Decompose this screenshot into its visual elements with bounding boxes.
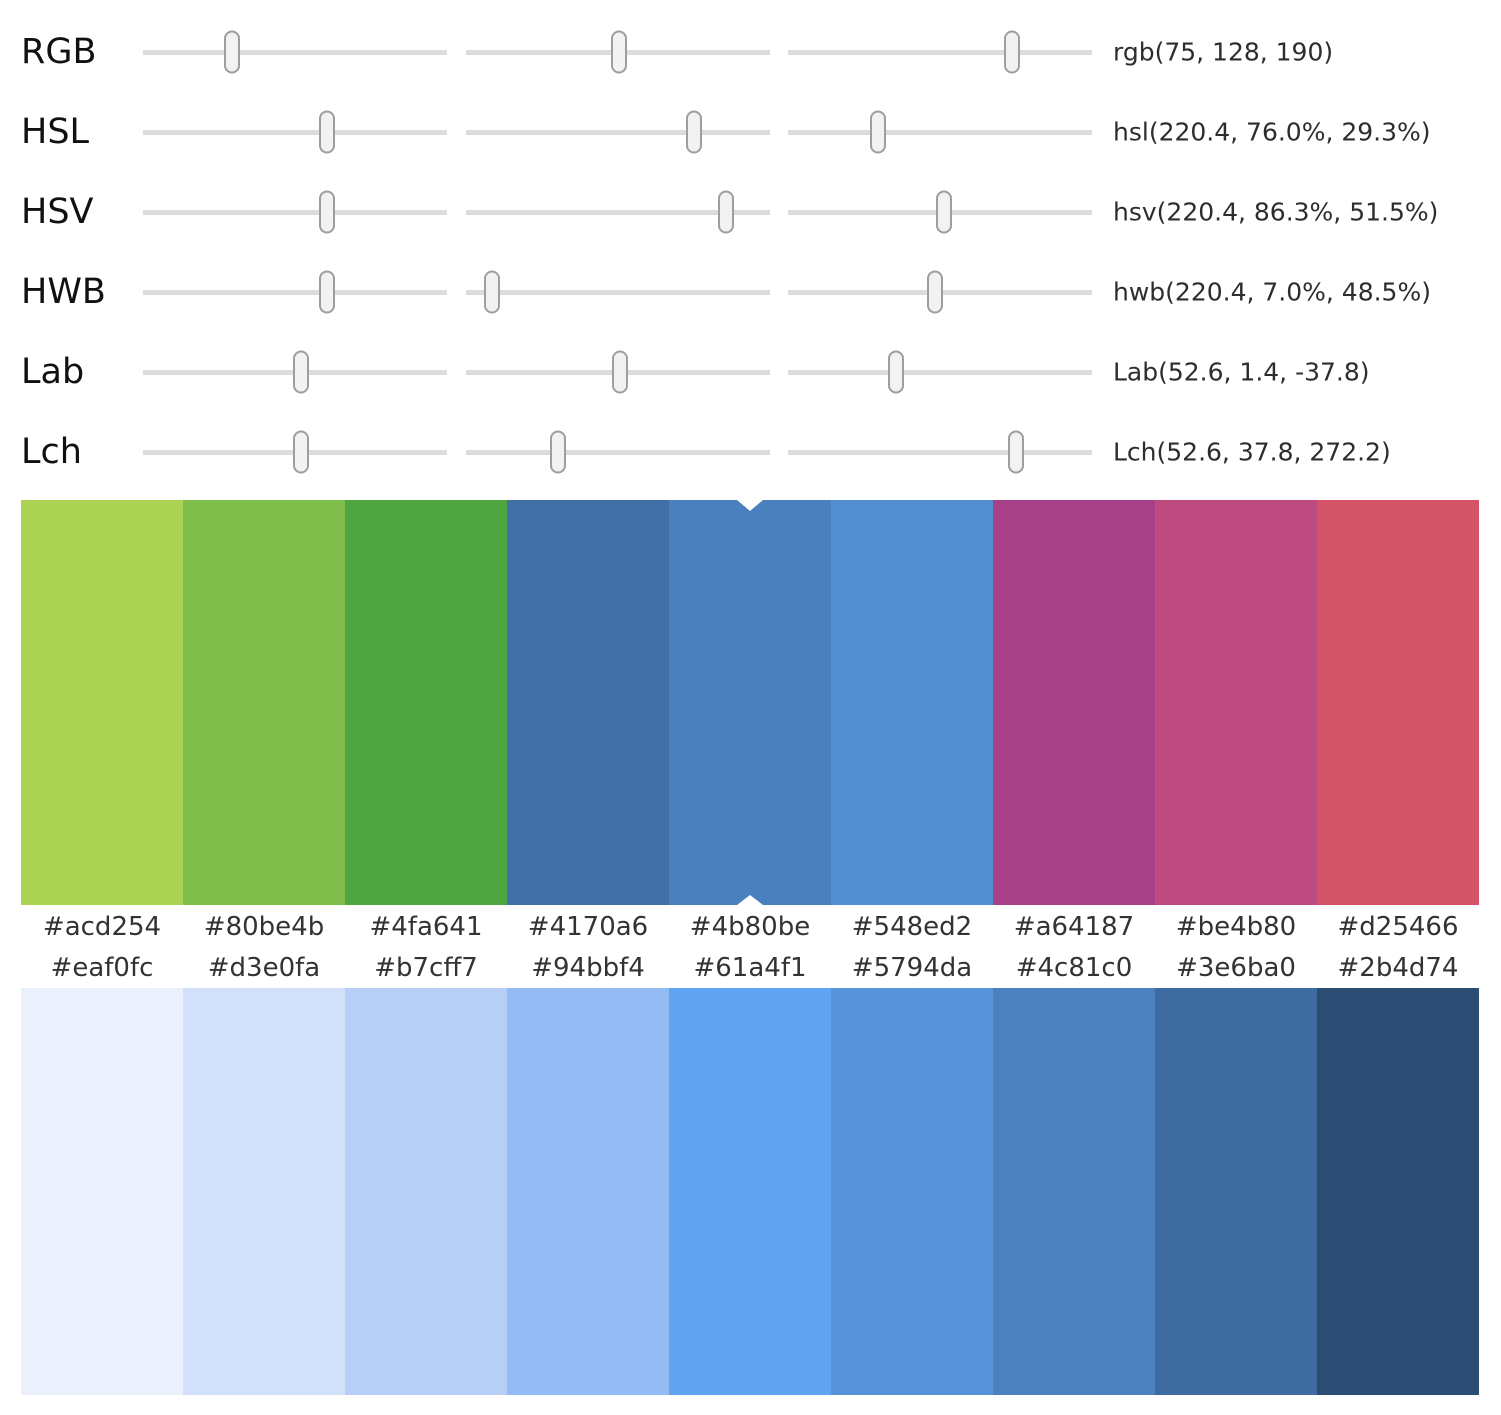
top-hex-label-2: #4fa641 xyxy=(369,911,483,942)
hwb-slider-track-3[interactable] xyxy=(788,270,1092,314)
rgb-slider-handle-2[interactable] xyxy=(610,30,627,74)
lab-slider-track-1[interactable] xyxy=(143,350,447,394)
bottom-hex-label-5: #5794da xyxy=(851,953,973,983)
hwb-slider-track-1[interactable] xyxy=(143,270,447,314)
hwb-slider-handle-3[interactable] xyxy=(927,270,944,314)
top-palette-hex-labels: #acd254 #80be4b #4fa641 #4170a6 #4b80be #548e… xyxy=(21,905,1479,948)
top-hex-label-5: #548ed2 xyxy=(851,911,973,942)
slider-row-lch: Lch Lch(52.6, 37.8, 272.2) xyxy=(0,412,1501,492)
lab-slider-track-3[interactable] xyxy=(788,350,1092,394)
rgb-slider-handle-1[interactable] xyxy=(224,30,241,74)
slider-row-hwb: HWB hwb(220.4, 7.0%, 48.5%) xyxy=(0,252,1501,332)
hsl-slider-track-2[interactable] xyxy=(466,110,770,154)
slider-row-value-hsv: hsv(220.4, 86.3%, 51.5%) xyxy=(1113,197,1439,227)
slider-row-label-hwb: HWB xyxy=(21,272,106,312)
hsl-slider-track-3[interactable] xyxy=(788,110,1092,154)
top-hex-label-6: #a64187 xyxy=(1013,911,1135,942)
top-swatch-1[interactable] xyxy=(183,500,345,905)
slider-row-value-rgb: rgb(75, 128, 190) xyxy=(1113,37,1334,67)
bottom-swatch-3[interactable] xyxy=(507,988,669,1395)
selected-color-notch-bottom xyxy=(737,895,763,905)
lch-slider-handle-3[interactable] xyxy=(1008,430,1024,474)
top-hex-label-8: #d25466 xyxy=(1337,911,1459,942)
top-swatch-7[interactable] xyxy=(1155,500,1317,905)
top-palette xyxy=(21,500,1479,905)
slider-row-label-rgb: RGB xyxy=(21,32,97,72)
bottom-hex-label-4: #61a4f1 xyxy=(693,953,807,983)
hwb-slider-track-2[interactable] xyxy=(466,270,770,314)
hsv-slider-track-3[interactable] xyxy=(788,190,1092,234)
lab-slider-handle-1[interactable] xyxy=(293,350,310,394)
bottom-swatch-7[interactable] xyxy=(1155,988,1317,1395)
bottom-hex-label-1: #d3e0fa xyxy=(207,953,321,983)
rgb-slider-track-2[interactable] xyxy=(466,30,770,74)
lch-slider-handle-2[interactable] xyxy=(550,430,567,474)
slider-row-hsl: HSL hsl(220.4, 76.0%, 29.3%) xyxy=(0,92,1501,172)
hsv-slider-handle-1[interactable] xyxy=(318,190,335,234)
bottom-hex-label-8: #2b4d74 xyxy=(1337,953,1459,983)
slider-row-lab: Lab Lab(52.6, 1.4, -37.8) xyxy=(0,332,1501,412)
top-swatch-6[interactable] xyxy=(993,500,1155,905)
hsl-slider-track-1[interactable] xyxy=(143,110,447,154)
slider-row-value-hsl: hsl(220.4, 76.0%, 29.3%) xyxy=(1113,117,1431,147)
lab-slider-handle-2[interactable] xyxy=(612,350,629,394)
top-swatch-0[interactable] xyxy=(21,500,183,905)
bottom-swatch-2[interactable] xyxy=(345,988,507,1395)
top-hex-label-4: #4b80be xyxy=(689,911,811,942)
bottom-hex-label-2: #b7cff7 xyxy=(374,953,478,983)
top-swatch-8[interactable] xyxy=(1317,500,1479,905)
bottom-swatch-0[interactable] xyxy=(21,988,183,1395)
hsv-slider-track-2[interactable] xyxy=(466,190,770,234)
bottom-swatch-8[interactable] xyxy=(1317,988,1479,1395)
lab-slider-track-2[interactable] xyxy=(466,350,770,394)
slider-row-rgb: RGB rgb(75, 128, 190) xyxy=(0,12,1501,92)
top-swatch-3[interactable] xyxy=(507,500,669,905)
slider-row-value-lab: Lab(52.6, 1.4, -37.8) xyxy=(1113,357,1370,387)
hsl-slider-handle-2[interactable] xyxy=(686,110,702,154)
bottom-hex-label-0: #eaf0fc xyxy=(50,953,154,983)
hsl-slider-handle-3[interactable] xyxy=(869,110,886,154)
slider-row-label-hsv: HSV xyxy=(21,192,94,232)
bottom-swatch-6[interactable] xyxy=(993,988,1155,1395)
bottom-hex-label-7: #3e6ba0 xyxy=(1176,953,1296,983)
hsv-slider-handle-2[interactable] xyxy=(717,190,734,234)
bottom-palette xyxy=(21,988,1479,1395)
top-hex-label-0: #acd254 xyxy=(42,911,162,942)
top-hex-label-1: #80be4b xyxy=(203,911,325,942)
top-hex-label-7: #be4b80 xyxy=(1175,911,1297,942)
bottom-hex-label-3: #94bbf4 xyxy=(531,953,645,983)
hsl-slider-handle-1[interactable] xyxy=(318,110,335,154)
bottom-hex-label-6: #4c81c0 xyxy=(1015,953,1133,983)
lch-slider-track-3[interactable] xyxy=(788,430,1092,474)
bottom-swatch-1[interactable] xyxy=(183,988,345,1395)
lch-slider-handle-1[interactable] xyxy=(293,430,310,474)
rgb-slider-track-3[interactable] xyxy=(788,30,1092,74)
selected-color-notch-top xyxy=(737,500,763,511)
top-swatch-2[interactable] xyxy=(345,500,507,905)
hsv-slider-handle-3[interactable] xyxy=(935,190,952,234)
slider-row-hsv: HSV hsv(220.4, 86.3%, 51.5%) xyxy=(0,172,1501,252)
lab-slider-handle-3[interactable] xyxy=(887,350,904,394)
bottom-swatch-4[interactable] xyxy=(669,988,831,1395)
rgb-slider-handle-3[interactable] xyxy=(1004,30,1021,74)
top-swatch-4[interactable] xyxy=(669,500,831,905)
top-swatch-5[interactable] xyxy=(831,500,993,905)
hsv-slider-track-1[interactable] xyxy=(143,190,447,234)
slider-row-label-hsl: HSL xyxy=(21,112,90,152)
bottom-swatch-5[interactable] xyxy=(831,988,993,1395)
bottom-palette-hex-labels: #eaf0fc #d3e0fa #b7cff7 #94bbf4 #61a4f1 #5794… xyxy=(21,948,1479,988)
top-hex-label-3: #4170a6 xyxy=(527,911,649,942)
slider-row-label-lch: Lch xyxy=(21,432,82,472)
slider-row-value-hwb: hwb(220.4, 7.0%, 48.5%) xyxy=(1113,277,1431,307)
slider-row-value-lch: Lch(52.6, 37.8, 272.2) xyxy=(1113,437,1391,467)
rgb-slider-track-1[interactable] xyxy=(143,30,447,74)
hwb-slider-handle-1[interactable] xyxy=(318,270,335,314)
slider-row-label-lab: Lab xyxy=(21,352,85,392)
lch-slider-track-2[interactable] xyxy=(466,430,770,474)
hwb-slider-handle-2[interactable] xyxy=(483,270,500,314)
lch-slider-track-1[interactable] xyxy=(143,430,447,474)
